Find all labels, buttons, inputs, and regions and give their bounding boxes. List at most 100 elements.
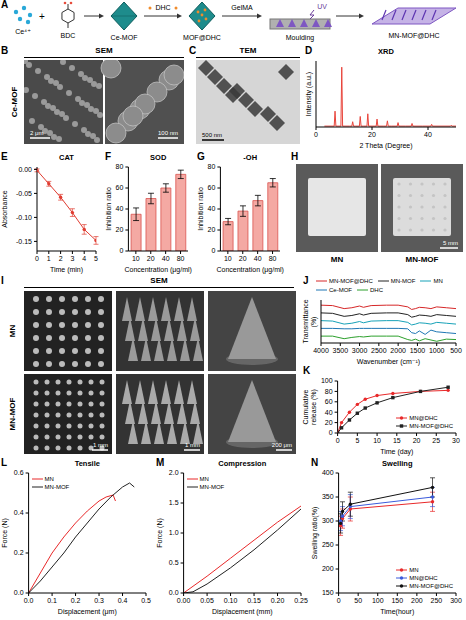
svg-text:0.0: 0.0 xyxy=(14,589,24,596)
svg-text:0.25: 0.25 xyxy=(294,597,308,604)
svg-text:15: 15 xyxy=(393,437,401,444)
svg-text:60: 60 xyxy=(208,184,216,191)
svg-text:150: 150 xyxy=(322,589,334,596)
svg-text:40: 40 xyxy=(208,205,216,212)
svg-text:100: 100 xyxy=(372,597,384,604)
svg-text:20: 20 xyxy=(325,419,333,426)
svg-text:1500: 1500 xyxy=(410,347,426,354)
svg-text:40: 40 xyxy=(162,255,170,262)
svg-text:0.3: 0.3 xyxy=(94,597,104,604)
svg-text:200: 200 xyxy=(322,565,334,572)
svg-text:10: 10 xyxy=(224,255,232,262)
svg-text:+: + xyxy=(39,11,45,22)
svg-text:350: 350 xyxy=(322,493,334,500)
svg-text:200: 200 xyxy=(411,597,423,604)
svg-text:0.10: 0.10 xyxy=(224,597,238,604)
svg-text:150: 150 xyxy=(391,597,403,604)
svg-text:3: 3 xyxy=(70,255,74,262)
svg-text:0.4: 0.4 xyxy=(14,509,24,516)
svg-text:20: 20 xyxy=(413,437,421,444)
svg-text:100 nm: 100 nm xyxy=(158,130,178,136)
svg-text:3000: 3000 xyxy=(352,347,368,354)
svg-text:60: 60 xyxy=(116,184,124,191)
svg-text:0: 0 xyxy=(119,247,123,254)
svg-text:Moulding: Moulding xyxy=(286,34,315,42)
svg-text:-0.05: -0.05 xyxy=(16,190,32,197)
svg-text:0: 0 xyxy=(314,131,318,138)
svg-text:0.5: 0.5 xyxy=(169,559,179,566)
svg-text:40: 40 xyxy=(325,409,333,416)
svg-text:0.00: 0.00 xyxy=(177,597,191,604)
svg-text:0.00: 0.00 xyxy=(18,166,32,173)
svg-text:80: 80 xyxy=(177,255,185,262)
svg-text:5: 5 xyxy=(355,437,359,444)
svg-text:0.2: 0.2 xyxy=(14,549,24,556)
svg-text:20: 20 xyxy=(368,131,376,138)
svg-text:Ce⁴⁺: Ce⁴⁺ xyxy=(15,28,31,35)
svg-text:0.0: 0.0 xyxy=(24,597,34,604)
svg-text:100: 100 xyxy=(321,377,333,384)
svg-text:50: 50 xyxy=(354,597,362,604)
svg-text:0.05: 0.05 xyxy=(200,597,214,604)
svg-text:30: 30 xyxy=(452,437,460,444)
svg-text:1000: 1000 xyxy=(429,347,445,354)
svg-text:5 mm: 5 mm xyxy=(443,240,458,246)
svg-text:0.20: 0.20 xyxy=(271,597,285,604)
svg-text:40: 40 xyxy=(116,205,124,212)
svg-text:2000: 2000 xyxy=(390,347,406,354)
svg-text:1.5: 1.5 xyxy=(169,499,179,506)
svg-text:500 nm: 500 nm xyxy=(202,132,222,138)
svg-text:0.4: 0.4 xyxy=(118,597,128,604)
svg-text:20: 20 xyxy=(239,255,247,262)
svg-text:0.2: 0.2 xyxy=(71,597,81,604)
svg-text:80: 80 xyxy=(269,255,277,262)
svg-text:0.15: 0.15 xyxy=(247,597,261,604)
svg-text:20: 20 xyxy=(147,255,155,262)
svg-text:2 μm: 2 μm xyxy=(30,130,43,136)
svg-text:10: 10 xyxy=(373,437,381,444)
svg-text:0: 0 xyxy=(336,437,340,444)
svg-text:25: 25 xyxy=(432,437,440,444)
svg-text:BDC: BDC xyxy=(61,32,76,39)
svg-text:-0.15: -0.15 xyxy=(16,238,32,245)
svg-text:2: 2 xyxy=(59,255,63,262)
svg-text:MOF@DHC: MOF@DHC xyxy=(183,34,221,41)
svg-text:0.5: 0.5 xyxy=(141,597,151,604)
svg-text:80: 80 xyxy=(325,388,333,395)
svg-text:GelMA: GelMA xyxy=(231,4,253,11)
svg-text:20: 20 xyxy=(116,226,124,233)
svg-text:UV: UV xyxy=(317,3,327,10)
svg-text:10: 10 xyxy=(132,255,140,262)
svg-text:400: 400 xyxy=(322,469,334,476)
svg-text:1: 1 xyxy=(47,255,51,262)
svg-text:0.6: 0.6 xyxy=(14,469,24,476)
svg-text:0: 0 xyxy=(35,255,39,262)
svg-text:40: 40 xyxy=(424,131,432,138)
svg-text:DHC: DHC xyxy=(155,4,170,11)
svg-text:4000: 4000 xyxy=(313,347,329,354)
svg-text:0: 0 xyxy=(329,429,333,436)
svg-text:300: 300 xyxy=(322,517,334,524)
svg-text:1 mm: 1 mm xyxy=(185,442,200,448)
svg-text:-0.10: -0.10 xyxy=(16,214,32,221)
svg-text:0.0: 0.0 xyxy=(169,589,179,596)
svg-text:500: 500 xyxy=(450,347,462,354)
svg-text:250: 250 xyxy=(322,541,334,548)
svg-text:60: 60 xyxy=(325,398,333,405)
svg-text:2.0: 2.0 xyxy=(169,469,179,476)
svg-text:40: 40 xyxy=(254,255,262,262)
svg-text:80: 80 xyxy=(116,163,124,170)
svg-text:2500: 2500 xyxy=(371,347,387,354)
svg-text:0.1: 0.1 xyxy=(47,597,57,604)
svg-text:4: 4 xyxy=(82,255,86,262)
svg-text:5: 5 xyxy=(94,255,98,262)
svg-text:300: 300 xyxy=(450,597,462,604)
svg-text:1 mm: 1 mm xyxy=(93,442,108,448)
svg-text:MN-MOF@DHC: MN-MOF@DHC xyxy=(388,32,439,39)
svg-text:80: 80 xyxy=(208,163,216,170)
svg-text:200 μm: 200 μm xyxy=(272,442,292,448)
svg-text:3500: 3500 xyxy=(332,347,348,354)
svg-text:0: 0 xyxy=(211,247,215,254)
svg-text:0: 0 xyxy=(337,597,341,604)
svg-text:Ce-MOF: Ce-MOF xyxy=(111,34,138,41)
